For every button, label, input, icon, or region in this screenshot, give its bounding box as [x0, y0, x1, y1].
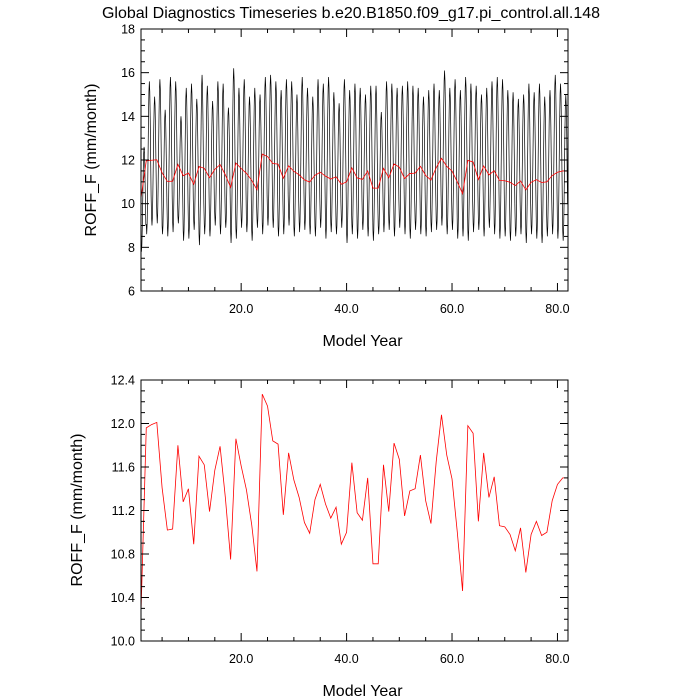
- y-tick-label: 10.8: [111, 548, 135, 562]
- y-tick-label: 10.4: [111, 591, 135, 605]
- top-timeseries-panel: 20.0 40.0 60.0 80.0 6 8 10 12 14 16 18 Model Year RO…: [83, 23, 570, 351]
- y-tick-label: 10: [121, 197, 135, 211]
- annual-mean-series-line: [140, 393, 568, 613]
- y-tick-label: 8: [128, 241, 135, 255]
- monthly-series-line: [140, 68, 568, 252]
- x-axis-label: Model Year: [322, 683, 403, 700]
- y-axis-label: ROFF_F (mm/month): [83, 84, 100, 237]
- annual-mean-series-line: [140, 153, 568, 199]
- y-tick-label: 10.0: [111, 635, 135, 649]
- x-tick-label: 80.0: [545, 652, 569, 666]
- y-tick-label: 11.6: [112, 461, 135, 475]
- x-tick-label: 40.0: [334, 652, 358, 666]
- y-tick-label: 16: [121, 66, 135, 80]
- x-tick-label: 80.0: [545, 302, 569, 316]
- x-tick-label: 20.0: [229, 652, 253, 666]
- x-axis-label: Model Year: [322, 333, 403, 350]
- y-tick-label: 18: [121, 23, 135, 37]
- chart-title: Global Diagnostics Timeseries b.e20.B185…: [102, 5, 600, 22]
- y-tick-label: 11.2: [112, 504, 135, 518]
- bottom-annual-panel: 20.0 40.0 60.0 80.0 10.0 10.4 10.8 11.2 11.6 12.0…: [69, 374, 570, 700]
- x-tick-label: 20.0: [229, 302, 253, 316]
- y-tick-label: 12.4: [111, 374, 135, 388]
- y-axis-label: ROFF_F (mm/month): [69, 434, 86, 587]
- y-tick-label: 6: [128, 285, 135, 299]
- x-tick-label: 60.0: [440, 652, 464, 666]
- plot-frame: [140, 379, 569, 642]
- x-tick-label: 40.0: [334, 302, 358, 316]
- y-tick-label: 12.0: [111, 417, 135, 431]
- y-tick-label: 14: [121, 110, 135, 124]
- y-tick-label: 12: [121, 154, 135, 168]
- x-tick-label: 60.0: [440, 302, 464, 316]
